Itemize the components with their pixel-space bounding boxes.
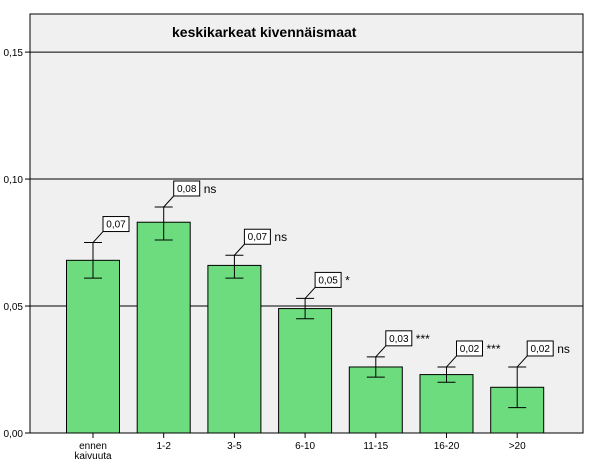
data-label-box	[314, 271, 342, 288]
x-tick-label: >20	[509, 441, 526, 452]
data-label: 0,03	[389, 334, 409, 345]
bar	[66, 259, 120, 434]
x-tick-label: 16-20	[434, 441, 460, 452]
gridlines	[30, 51, 583, 307]
data-label-box	[173, 180, 201, 197]
significance-label: *	[345, 273, 350, 287]
data-label: 0,02	[530, 344, 550, 355]
bar	[278, 308, 333, 434]
data-label: 0,07	[248, 232, 268, 243]
y-tick-label: 0,10	[4, 175, 24, 186]
y-tick-label: 0,15	[4, 48, 24, 59]
significance-label: ns	[204, 182, 217, 196]
data-label: 0,02	[460, 344, 480, 355]
bar	[419, 374, 474, 434]
y-tick-label: 0,05	[4, 302, 24, 313]
data-label-leader	[304, 287, 316, 299]
x-tick-label: 6-10	[295, 441, 315, 452]
data-label-leader	[92, 231, 104, 243]
data-label-leader	[516, 355, 528, 368]
x-tick-label: ennen kaivuuta	[74, 441, 112, 462]
x-tick-label: 11-15	[363, 441, 388, 452]
y-tick-label: 0,00	[4, 429, 24, 440]
x-tick-label: 1-2	[156, 441, 171, 452]
significance-label: ns	[274, 230, 287, 244]
data-label-leader	[375, 345, 387, 358]
data-label-box	[385, 330, 413, 347]
x-tick-label-line: 6-10	[295, 441, 315, 452]
significance-label: ns	[557, 342, 570, 356]
x-tick-label-line: 3-5	[227, 441, 242, 452]
data-label-leader	[446, 355, 457, 368]
data-label-box	[102, 216, 130, 233]
x-tick-label-line: 1-2	[156, 441, 171, 452]
x-tick-label-line: 11-15	[363, 441, 388, 452]
x-axis: ennen kaivuuta 1-2 3-5 6-10 11-15 16-20 >20	[74, 433, 526, 462]
data-label: 0,05	[318, 275, 338, 286]
chart-title: keskikarkeat kivennäismaat	[172, 24, 357, 40]
x-tick-label: 3-5	[227, 441, 242, 452]
data-label: 0,08	[177, 184, 197, 195]
significance-label: ***	[487, 342, 501, 356]
x-tick-label-line: ennen	[79, 441, 107, 452]
bar	[348, 366, 403, 434]
data-label-leader	[163, 195, 175, 208]
data-label-box	[243, 228, 271, 245]
bar	[207, 264, 262, 434]
significance-label: ***	[416, 332, 430, 346]
data-label-box	[456, 340, 483, 357]
bars: 0,07 0,08 ns 0,07 ns 0,05 * 0,03 *** 0,02 *** 0,02 n…	[66, 180, 570, 434]
data-label-leader	[234, 243, 245, 256]
bar	[136, 221, 191, 434]
data-label: 0,07	[106, 220, 126, 231]
y-axis: 0,00 0,05 0,10 0,15	[4, 48, 30, 440]
x-tick-label-line: >20	[509, 441, 526, 452]
x-tick-label-line: kaivuuta	[74, 451, 112, 462]
x-tick-label-line: 16-20	[434, 441, 460, 452]
data-label-box	[526, 340, 554, 357]
